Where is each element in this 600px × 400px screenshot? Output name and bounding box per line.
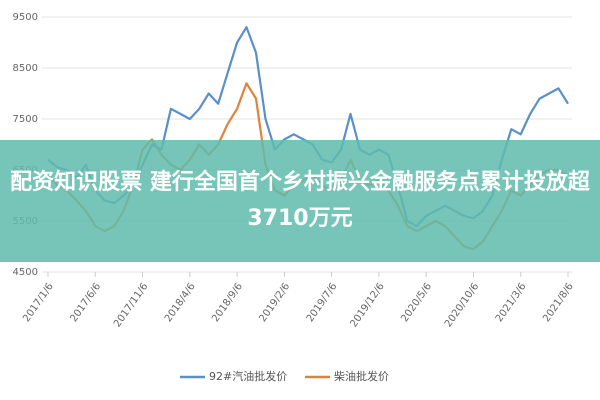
x-tick-label: 2021/8/6 xyxy=(541,281,576,324)
banner: 配资知识股票 建行全国首个乡村振兴金融服务点累计投放超3710万元 xyxy=(0,140,600,262)
banner-text: 配资知识股票 建行全国首个乡村振兴金融服务点累计投放超3710万元 xyxy=(10,170,590,231)
x-tick-label: 2019/2/6 xyxy=(258,281,293,324)
x-tick-label: 2017/11/6 xyxy=(112,281,150,329)
y-tick-label: 9500 xyxy=(13,12,38,23)
x-tick-label: 2021/3/6 xyxy=(494,281,529,324)
x-tick-label: 2017/6/6 xyxy=(68,281,103,324)
x-tick-label: 2017/1/6 xyxy=(21,281,56,324)
legend-label: 92#汽油批发价 xyxy=(209,369,287,383)
y-tick-label: 4500 xyxy=(13,267,38,278)
x-tick-label: 2018/4/6 xyxy=(163,281,198,324)
legend-label: 柴油批发价 xyxy=(334,369,389,383)
x-tick-label: 2019/7/6 xyxy=(305,281,340,324)
x-tick-label: 2020/10/6 xyxy=(443,281,481,329)
x-tick-label: 2020/5/6 xyxy=(399,281,434,324)
y-tick-label: 7500 xyxy=(13,114,38,125)
x-tick-label: 2019/12/6 xyxy=(348,281,386,329)
x-tick-label: 2018/9/6 xyxy=(210,281,245,324)
y-tick-label: 8500 xyxy=(13,63,38,74)
